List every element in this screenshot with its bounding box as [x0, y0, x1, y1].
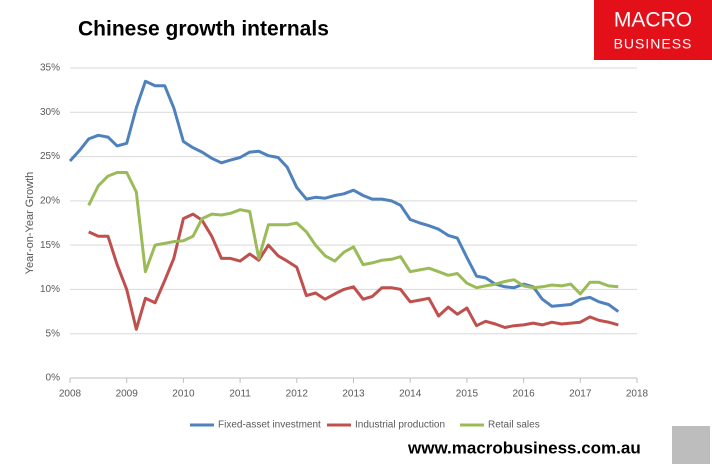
y-tick-label: 15%: [40, 240, 60, 251]
wolf-icon: [672, 426, 710, 464]
y-tick-label: 25%: [40, 151, 60, 162]
x-tick-label: 2009: [116, 389, 139, 400]
x-tick-label: 2010: [172, 389, 195, 400]
legend-label: Retail sales: [488, 420, 540, 431]
x-tick-label: 2012: [286, 389, 309, 400]
x-tick-label: 2015: [456, 389, 479, 400]
y-tick-label: 5%: [46, 328, 61, 339]
x-tick-label: 2011: [229, 389, 251, 400]
legend-label: Industrial production: [355, 420, 445, 431]
series-line: [87, 171, 619, 296]
y-tick-label: 20%: [40, 195, 60, 206]
y-tick-label: 35%: [40, 63, 60, 74]
footer: www.macrobusiness.com.au: [407, 438, 641, 457]
x-tick-label: 2014: [399, 389, 422, 400]
x-tick-label: 2018: [626, 389, 649, 400]
chart-title: Chinese growth internals: [78, 18, 329, 41]
logo-box: [594, 0, 712, 60]
legend-label: Fixed-asset investment: [218, 420, 321, 431]
y-tick-label: 30%: [40, 107, 60, 118]
y-axis-label: Year-on-Year Growth: [24, 172, 36, 275]
y-tick-label: 10%: [40, 284, 60, 295]
x-tick-label: 2008: [59, 389, 82, 400]
x-tick-label: 2016: [512, 389, 535, 400]
x-tick-label: 2017: [569, 389, 592, 400]
logo-text: MACRO: [614, 9, 692, 32]
series-line: [88, 212, 619, 331]
logo-text: BUSINESS: [614, 36, 693, 52]
x-tick-label: 2013: [342, 389, 365, 400]
y-tick-label: 0%: [46, 373, 61, 384]
